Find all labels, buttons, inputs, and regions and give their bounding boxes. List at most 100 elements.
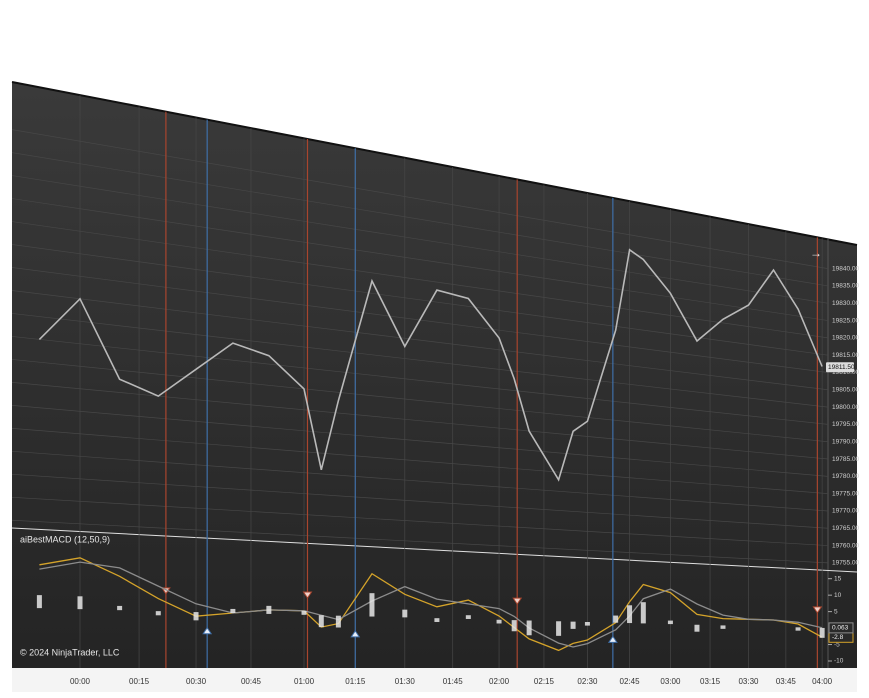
grid-line bbox=[12, 129, 828, 269]
y-tick-label: 19755.00 bbox=[832, 560, 859, 567]
x-tick-label: 02:45 bbox=[620, 677, 641, 686]
copyright: © 2024 NinjaTrader, LLC bbox=[20, 647, 120, 657]
histogram-bar bbox=[496, 619, 502, 624]
x-tick-label: 02:00 bbox=[489, 677, 510, 686]
y-tick-label: 19790.00 bbox=[832, 438, 859, 445]
grid-line bbox=[12, 152, 828, 287]
value-marker-box bbox=[828, 622, 854, 634]
histogram-bar bbox=[694, 624, 700, 632]
histogram-bar bbox=[556, 621, 562, 636]
sell-marker bbox=[302, 591, 313, 599]
indicator-line bbox=[39, 557, 823, 652]
histogram-bar bbox=[402, 609, 408, 618]
x-tick-label: 04:00 bbox=[812, 677, 833, 686]
histogram-bar bbox=[266, 605, 272, 614]
histogram-bar bbox=[570, 621, 576, 629]
histogram-bar bbox=[613, 615, 619, 623]
histogram-bar bbox=[667, 620, 673, 625]
y-tick-label: 19775.00 bbox=[832, 490, 859, 497]
indicator-line bbox=[39, 561, 823, 648]
y-tick-label: 19765.00 bbox=[832, 525, 859, 532]
y-tick-label: 19805.00 bbox=[832, 387, 859, 394]
histogram-bar bbox=[526, 620, 532, 636]
grid-line bbox=[12, 405, 828, 477]
buy-marker bbox=[350, 629, 361, 638]
y-tick-label: 19810.00 bbox=[832, 369, 859, 376]
panel bbox=[12, 82, 857, 668]
histogram-bar bbox=[318, 615, 324, 628]
panel-separator bbox=[11, 527, 858, 573]
time-axis bbox=[12, 668, 857, 692]
x-tick-label: 02:15 bbox=[534, 677, 555, 686]
histogram-bar bbox=[369, 593, 375, 617]
histogram-bar bbox=[627, 605, 633, 624]
histogram-bar bbox=[77, 596, 83, 610]
grid-line bbox=[12, 290, 828, 391]
x-tick-label: 01:30 bbox=[395, 677, 416, 686]
grid-line bbox=[12, 519, 828, 564]
y-tick-label: 19840.00 bbox=[832, 265, 859, 272]
x-tick-label: 01:45 bbox=[443, 677, 464, 686]
y-tick-label: -10 bbox=[834, 658, 844, 665]
x-tick-label: 03:30 bbox=[738, 677, 759, 686]
grid-line bbox=[12, 359, 828, 443]
y-tick-label: 19800.00 bbox=[832, 404, 859, 411]
value-marker: -2.8 bbox=[832, 634, 844, 641]
price-line bbox=[38, 248, 823, 482]
price-marker: 19811.50 bbox=[828, 364, 855, 371]
y-tick-label: 10 bbox=[834, 592, 842, 599]
y-tick-label: -5 bbox=[834, 641, 840, 648]
y-tick-label: 19760.00 bbox=[832, 542, 859, 549]
grid-line bbox=[12, 382, 828, 460]
histogram-bar bbox=[155, 611, 161, 616]
grid-line bbox=[12, 244, 828, 356]
histogram-bar bbox=[230, 608, 236, 614]
x-tick-label: 01:15 bbox=[345, 677, 366, 686]
histogram-bar bbox=[36, 595, 42, 609]
histogram-bar bbox=[720, 625, 726, 629]
grid-line bbox=[12, 198, 828, 321]
y-tick-label: 19785.00 bbox=[832, 456, 859, 463]
arrow-icon[interactable]: → bbox=[810, 246, 822, 260]
histogram-bar bbox=[584, 621, 590, 626]
histogram-bar bbox=[301, 610, 307, 615]
x-tick-label: 02:30 bbox=[577, 677, 598, 686]
price-marker-box bbox=[826, 362, 854, 373]
panel-edge bbox=[11, 81, 858, 246]
x-tick-label: 00:15 bbox=[129, 677, 150, 686]
grid-line bbox=[12, 336, 828, 425]
y-tick-label: 19820.00 bbox=[832, 335, 859, 342]
grid-line bbox=[12, 221, 828, 339]
y-tick-label: 19825.00 bbox=[832, 317, 859, 324]
y-tick-label: 15 bbox=[834, 575, 842, 582]
y-tick-label: 19835.00 bbox=[832, 283, 859, 290]
y-tick-label: 19795.00 bbox=[832, 421, 859, 428]
buy-marker bbox=[202, 626, 213, 635]
histogram-bar bbox=[117, 605, 123, 611]
histogram-bar bbox=[511, 620, 517, 632]
y-tick-label: 19815.00 bbox=[832, 352, 859, 359]
x-tick-label: 03:45 bbox=[776, 677, 797, 686]
x-tick-label: 00:30 bbox=[186, 677, 207, 686]
histogram-bar bbox=[640, 602, 646, 624]
histogram-bar bbox=[434, 618, 440, 622]
grid-line bbox=[12, 473, 828, 529]
sell-marker bbox=[812, 606, 823, 614]
histogram-bar bbox=[795, 627, 801, 631]
indicator-title: aiBestMACD (12,50,9) bbox=[20, 534, 110, 544]
value-marker: 0.063 bbox=[832, 625, 849, 632]
y-tick-label: 19770.00 bbox=[832, 508, 859, 515]
y-tick-label: 19780.00 bbox=[832, 473, 859, 480]
buy-marker bbox=[607, 635, 618, 643]
histogram-bar bbox=[335, 615, 341, 628]
x-tick-label: 03:00 bbox=[660, 677, 681, 686]
grid-line bbox=[12, 175, 828, 304]
histogram-bar bbox=[465, 615, 471, 619]
histogram-bar bbox=[193, 612, 199, 621]
x-tick-label: 01:00 bbox=[294, 677, 315, 686]
grid-line bbox=[12, 428, 828, 495]
histogram-bar bbox=[819, 627, 825, 638]
y-tick-label: 19830.00 bbox=[832, 300, 859, 307]
grid-line bbox=[12, 313, 828, 408]
y-tick-label: 5 bbox=[834, 608, 838, 615]
